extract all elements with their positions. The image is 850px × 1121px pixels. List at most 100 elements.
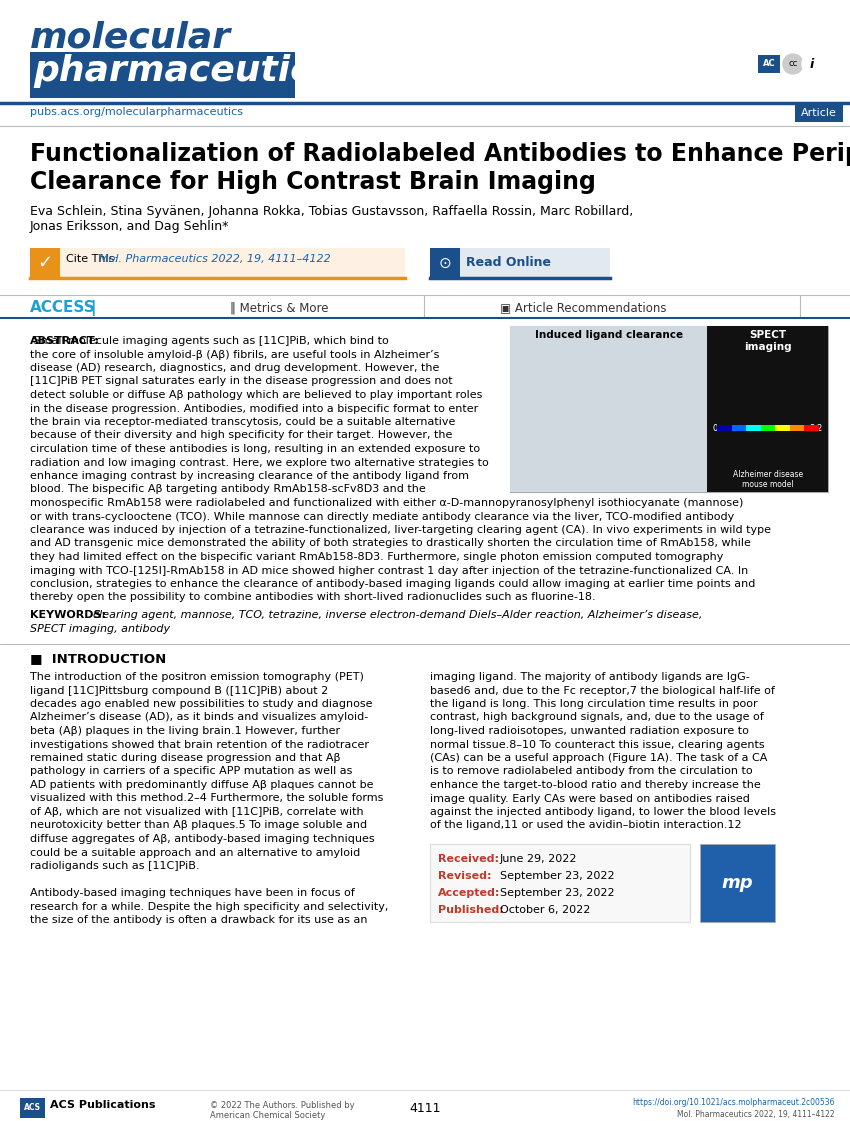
- Text: could be a suitable approach and an alternative to amyloid: could be a suitable approach and an alte…: [30, 847, 360, 858]
- Text: beta (Aβ) plaques in the living brain.1 However, further: beta (Aβ) plaques in the living brain.1 …: [30, 726, 340, 736]
- Text: KEYWORDS:: KEYWORDS:: [30, 610, 106, 620]
- Text: remained static during disease progression and that Aβ: remained static during disease progressi…: [30, 753, 341, 763]
- Text: the ligand is long. This long circulation time results in poor: the ligand is long. This long circulatio…: [430, 700, 757, 708]
- FancyBboxPatch shape: [430, 844, 690, 921]
- Text: Eva Schlein, Stina Syvänen, Johanna Rokka, Tobias Gustavsson, Raffaella Rossin, : Eva Schlein, Stina Syvänen, Johanna Rokk…: [30, 205, 633, 217]
- Text: diffuse aggregates of Aβ, antibody-based imaging techniques: diffuse aggregates of Aβ, antibody-based…: [30, 834, 375, 844]
- Text: September 23, 2022: September 23, 2022: [500, 888, 615, 898]
- FancyBboxPatch shape: [761, 425, 775, 430]
- Text: mp: mp: [721, 874, 753, 892]
- Text: image quality. Early CAs were based on antibodies raised: image quality. Early CAs were based on a…: [430, 794, 750, 804]
- Text: monospecific RmAb158 were radiolabeled and functionalized with either α-D-mannop: monospecific RmAb158 were radiolabeled a…: [30, 498, 744, 508]
- Text: ▣ Article Recommendations: ▣ Article Recommendations: [500, 302, 666, 314]
- Text: ligand [11C]Pittsburg compound B ([11C]PiB) about 2: ligand [11C]Pittsburg compound B ([11C]P…: [30, 686, 328, 695]
- Text: the core of insoluble amyloid-β (Aβ) fibrils, are useful tools in Alzheimer’s: the core of insoluble amyloid-β (Aβ) fib…: [30, 350, 439, 360]
- FancyBboxPatch shape: [746, 425, 761, 430]
- Text: enhance imaging contrast by increasing clearance of the antibody ligand from: enhance imaging contrast by increasing c…: [30, 471, 469, 481]
- Text: Clearance for High Contrast Brain Imaging: Clearance for High Contrast Brain Imagin…: [30, 170, 596, 194]
- FancyBboxPatch shape: [30, 52, 295, 98]
- Text: they had limited effect on the bispecific variant RmAb158-8D3. Furthermore, sing: they had limited effect on the bispecifi…: [30, 552, 723, 562]
- Text: © 2022 The Authors. Published by
American Chemical Society: © 2022 The Authors. Published by America…: [210, 1101, 354, 1120]
- Text: ✓: ✓: [37, 254, 53, 272]
- Text: the size of the antibody is often a drawback for its use as an: the size of the antibody is often a draw…: [30, 915, 367, 925]
- Text: in the disease progression. Antibodies, modified into a bispecific format to ent: in the disease progression. Antibodies, …: [30, 404, 479, 414]
- Text: |: |: [90, 300, 95, 316]
- Text: thereby open the possibility to combine antibodies with short-lived radionuclide: thereby open the possibility to combine …: [30, 593, 596, 602]
- FancyBboxPatch shape: [430, 248, 460, 278]
- Text: Accepted:: Accepted:: [438, 888, 501, 898]
- Text: Alzheimer’s disease (AD), as it binds and visualizes amyloid-: Alzheimer’s disease (AD), as it binds an…: [30, 713, 368, 723]
- Text: ABSTRACT:: ABSTRACT:: [30, 336, 99, 346]
- Text: June 29, 2022: June 29, 2022: [500, 854, 577, 864]
- Text: investigations showed that brain retention of the radiotracer: investigations showed that brain retenti…: [30, 740, 369, 750]
- FancyBboxPatch shape: [804, 425, 819, 430]
- Text: 3.2: 3.2: [810, 425, 823, 434]
- FancyBboxPatch shape: [20, 1097, 45, 1118]
- Text: AC: AC: [762, 59, 775, 68]
- Text: normal tissue.8–10 To counteract this issue, clearing agents: normal tissue.8–10 To counteract this is…: [430, 740, 765, 750]
- Text: October 6, 2022: October 6, 2022: [500, 905, 591, 915]
- Text: Induced ligand clearance: Induced ligand clearance: [535, 330, 683, 340]
- FancyBboxPatch shape: [707, 326, 828, 492]
- Text: Mol. Pharmaceutics 2022, 19, 4111–4122: Mol. Pharmaceutics 2022, 19, 4111–4122: [677, 1110, 835, 1119]
- Text: visualized with this method.2–4 Furthermore, the soluble forms: visualized with this method.2–4 Furtherm…: [30, 794, 383, 804]
- Text: and AD transgenic mice demonstrated the ability of both strategies to drasticall: and AD transgenic mice demonstrated the …: [30, 538, 751, 548]
- FancyBboxPatch shape: [30, 248, 60, 278]
- Text: of the ligand,11 or used the avidin–biotin interaction.12: of the ligand,11 or used the avidin–biot…: [430, 821, 741, 831]
- Text: disease (AD) research, diagnostics, and drug development. However, the: disease (AD) research, diagnostics, and …: [30, 363, 439, 373]
- Text: ACCESS: ACCESS: [30, 300, 96, 315]
- Text: research for a while. Despite the high specificity and selectivity,: research for a while. Despite the high s…: [30, 901, 388, 911]
- Text: radioligands such as [11C]PiB.: radioligands such as [11C]PiB.: [30, 861, 200, 871]
- Text: or with trans-cyclooctene (TCO). While mannose can directly mediate antibody cle: or with trans-cyclooctene (TCO). While m…: [30, 511, 734, 521]
- Text: Revised:: Revised:: [438, 871, 491, 881]
- Text: neurotoxicity better than Aβ plaques.5 To image soluble and: neurotoxicity better than Aβ plaques.5 T…: [30, 821, 367, 831]
- Text: 0: 0: [712, 425, 717, 434]
- Text: Received:: Received:: [438, 854, 499, 864]
- Text: blood. The bispecific Aβ targeting antibody RmAb158-scFv8D3 and the: blood. The bispecific Aβ targeting antib…: [30, 484, 426, 494]
- Text: clearing agent, mannose, TCO, tetrazine, inverse electron-demand Diels–Alder rea: clearing agent, mannose, TCO, tetrazine,…: [93, 610, 702, 620]
- Text: ■  INTRODUCTION: ■ INTRODUCTION: [30, 652, 167, 665]
- FancyBboxPatch shape: [30, 248, 405, 278]
- Text: Published:: Published:: [438, 905, 504, 915]
- Text: ‖ Metrics & More: ‖ Metrics & More: [230, 302, 328, 314]
- Text: pharmaceutics: pharmaceutics: [33, 54, 333, 89]
- Text: i: i: [810, 57, 814, 71]
- Text: Antibody-based imaging techniques have been in focus of: Antibody-based imaging techniques have b…: [30, 888, 354, 898]
- FancyBboxPatch shape: [700, 844, 775, 921]
- Text: (CAs) can be a useful approach (Figure 1A). The task of a CA: (CAs) can be a useful approach (Figure 1…: [430, 753, 768, 763]
- Text: detect soluble or diffuse Aβ pathology which are believed to play important role: detect soluble or diffuse Aβ pathology w…: [30, 390, 483, 400]
- Text: Mol. Pharmaceutics 2022, 19, 4111–4122: Mol. Pharmaceutics 2022, 19, 4111–4122: [99, 254, 331, 265]
- Text: AD patients with predominantly diffuse Aβ plaques cannot be: AD patients with predominantly diffuse A…: [30, 780, 373, 790]
- Text: clearance was induced by injection of a tetrazine-functionalized, liver-targetin: clearance was induced by injection of a …: [30, 525, 771, 535]
- Text: Functionalization of Radiolabeled Antibodies to Enhance Peripheral: Functionalization of Radiolabeled Antibo…: [30, 142, 850, 166]
- Text: ACS: ACS: [24, 1103, 41, 1112]
- Text: radiation and low imaging contrast. Here, we explore two alternative strategies : radiation and low imaging contrast. Here…: [30, 457, 489, 467]
- Text: Small molecule imaging agents such as [11C]PiB, which bind to: Small molecule imaging agents such as [1…: [30, 336, 388, 346]
- FancyBboxPatch shape: [510, 326, 828, 492]
- Text: https://doi.org/10.1021/acs.molpharmaceut.2c00536: https://doi.org/10.1021/acs.molpharmaceu…: [632, 1097, 835, 1108]
- Text: imaging with TCO-[125I]-RmAb158 in AD mice showed higher contrast 1 day after in: imaging with TCO-[125I]-RmAb158 in AD mi…: [30, 565, 748, 575]
- Text: Read Online: Read Online: [466, 256, 551, 269]
- Circle shape: [783, 54, 803, 74]
- Text: of Aβ, which are not visualized with [11C]PiB, correlate with: of Aβ, which are not visualized with [11…: [30, 807, 364, 817]
- Text: the brain via receptor-mediated transcytosis, could be a suitable alternative: the brain via receptor-mediated transcyt…: [30, 417, 456, 427]
- Text: pubs.acs.org/molecularpharmaceutics: pubs.acs.org/molecularpharmaceutics: [30, 106, 243, 117]
- Text: contrast, high background signals, and, due to the usage of: contrast, high background signals, and, …: [430, 713, 764, 723]
- Text: SPECT
imaging: SPECT imaging: [744, 330, 791, 352]
- Text: because of their diversity and high specificity for their target. However, the: because of their diversity and high spec…: [30, 430, 452, 441]
- FancyBboxPatch shape: [790, 425, 804, 430]
- Text: based6 and, due to the Fc receptor,7 the biological half-life of: based6 and, due to the Fc receptor,7 the…: [430, 686, 775, 695]
- Text: conclusion, strategies to enhance the clearance of antibody-based imaging ligand: conclusion, strategies to enhance the cl…: [30, 580, 756, 589]
- FancyBboxPatch shape: [430, 248, 610, 278]
- Text: The introduction of the positron emission tomography (PET): The introduction of the positron emissio…: [30, 671, 364, 682]
- FancyBboxPatch shape: [510, 326, 707, 492]
- FancyBboxPatch shape: [732, 425, 746, 430]
- Text: Cite This:: Cite This:: [66, 254, 122, 265]
- Text: pathology in carriers of a specific APP mutation as well as: pathology in carriers of a specific APP …: [30, 767, 353, 777]
- Text: 4111: 4111: [409, 1102, 441, 1114]
- Text: is to remove radiolabeled antibody from the circulation to: is to remove radiolabeled antibody from …: [430, 767, 752, 777]
- FancyBboxPatch shape: [775, 425, 790, 430]
- Text: long-lived radioisotopes, unwanted radiation exposure to: long-lived radioisotopes, unwanted radia…: [430, 726, 749, 736]
- Text: imaging ligand. The majority of antibody ligands are IgG-: imaging ligand. The majority of antibody…: [430, 671, 750, 682]
- Circle shape: [435, 253, 455, 274]
